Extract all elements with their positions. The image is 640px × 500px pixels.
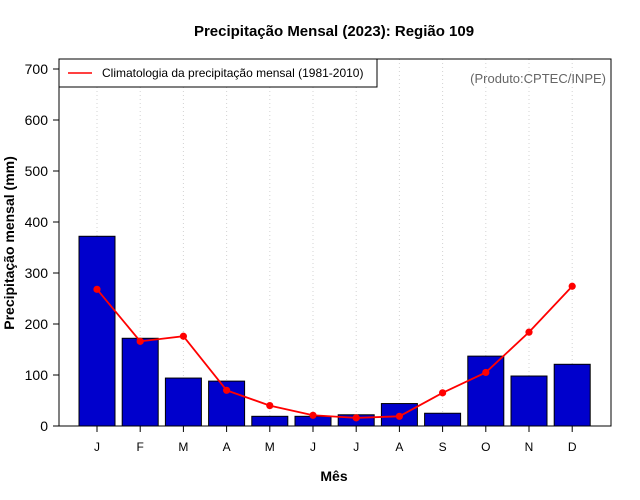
climatology-point-12 — [568, 282, 576, 290]
climatology-point-11 — [525, 328, 533, 336]
bar-2 — [121, 337, 159, 427]
x-tick-label: A — [223, 440, 231, 454]
y-tick-label: 600 — [25, 112, 49, 128]
y-tick-label: 400 — [25, 214, 49, 230]
bar-1 — [78, 235, 116, 427]
y-tick-label: 500 — [25, 163, 49, 179]
climatology-line — [96, 285, 573, 419]
bar-9 — [424, 412, 462, 427]
x-tick-label: A — [395, 440, 403, 454]
y-tick-label: 100 — [25, 367, 49, 383]
legend: Climatologia da precipitação mensal (198… — [58, 58, 378, 88]
x-tick-label: M — [265, 440, 275, 454]
y-axis: 0 100 200 300 400 500 600 700 — [25, 61, 59, 434]
y-tick-label: 300 — [25, 265, 49, 281]
y-tick-label: 700 — [25, 61, 49, 77]
bar-12 — [553, 363, 591, 427]
bar-5 — [251, 415, 289, 427]
x-tick-label: F — [137, 440, 144, 454]
x-tick-label: M — [178, 440, 188, 454]
y-tick-label: 200 — [25, 316, 49, 332]
climatology-point-2 — [136, 337, 144, 345]
x-axis-label: Mês — [320, 468, 347, 484]
climatology-point-8 — [395, 412, 403, 420]
climatology-point-3 — [179, 332, 187, 340]
climatology-point-10 — [482, 368, 490, 377]
x-tick-label: S — [439, 440, 447, 454]
climatology-point-7 — [352, 414, 360, 422]
x-tick-label: J — [94, 440, 100, 454]
climatology-point-4 — [223, 386, 231, 394]
x-tick-label: D — [568, 440, 577, 454]
legend-entry-climatology: Climatologia da precipitação mensal (198… — [102, 66, 363, 80]
climatology-point-1 — [93, 285, 101, 293]
x-tick-label: N — [525, 440, 534, 454]
chart-title: Precipitação Mensal (2023): Região 109 — [194, 23, 474, 40]
climatology-point-5 — [266, 402, 274, 410]
x-tick-label: O — [481, 440, 490, 454]
legend-box — [58, 58, 378, 88]
y-axis-label: Precipitação mensal (mm) — [1, 156, 17, 330]
climatology-point-6 — [309, 411, 317, 419]
bar-11 — [510, 375, 548, 427]
bar-10 — [467, 355, 505, 427]
climatology-point-9 — [439, 389, 447, 397]
bars-layer — [78, 235, 591, 427]
bar-3 — [164, 377, 202, 427]
x-tick-label: J — [310, 440, 316, 454]
credit-text: (Produto:CPTEC/INPE) — [470, 71, 606, 86]
y-tick-label: 0 — [40, 418, 48, 434]
climatology-line-layer — [93, 282, 576, 422]
x-tick-label: J — [353, 440, 359, 454]
